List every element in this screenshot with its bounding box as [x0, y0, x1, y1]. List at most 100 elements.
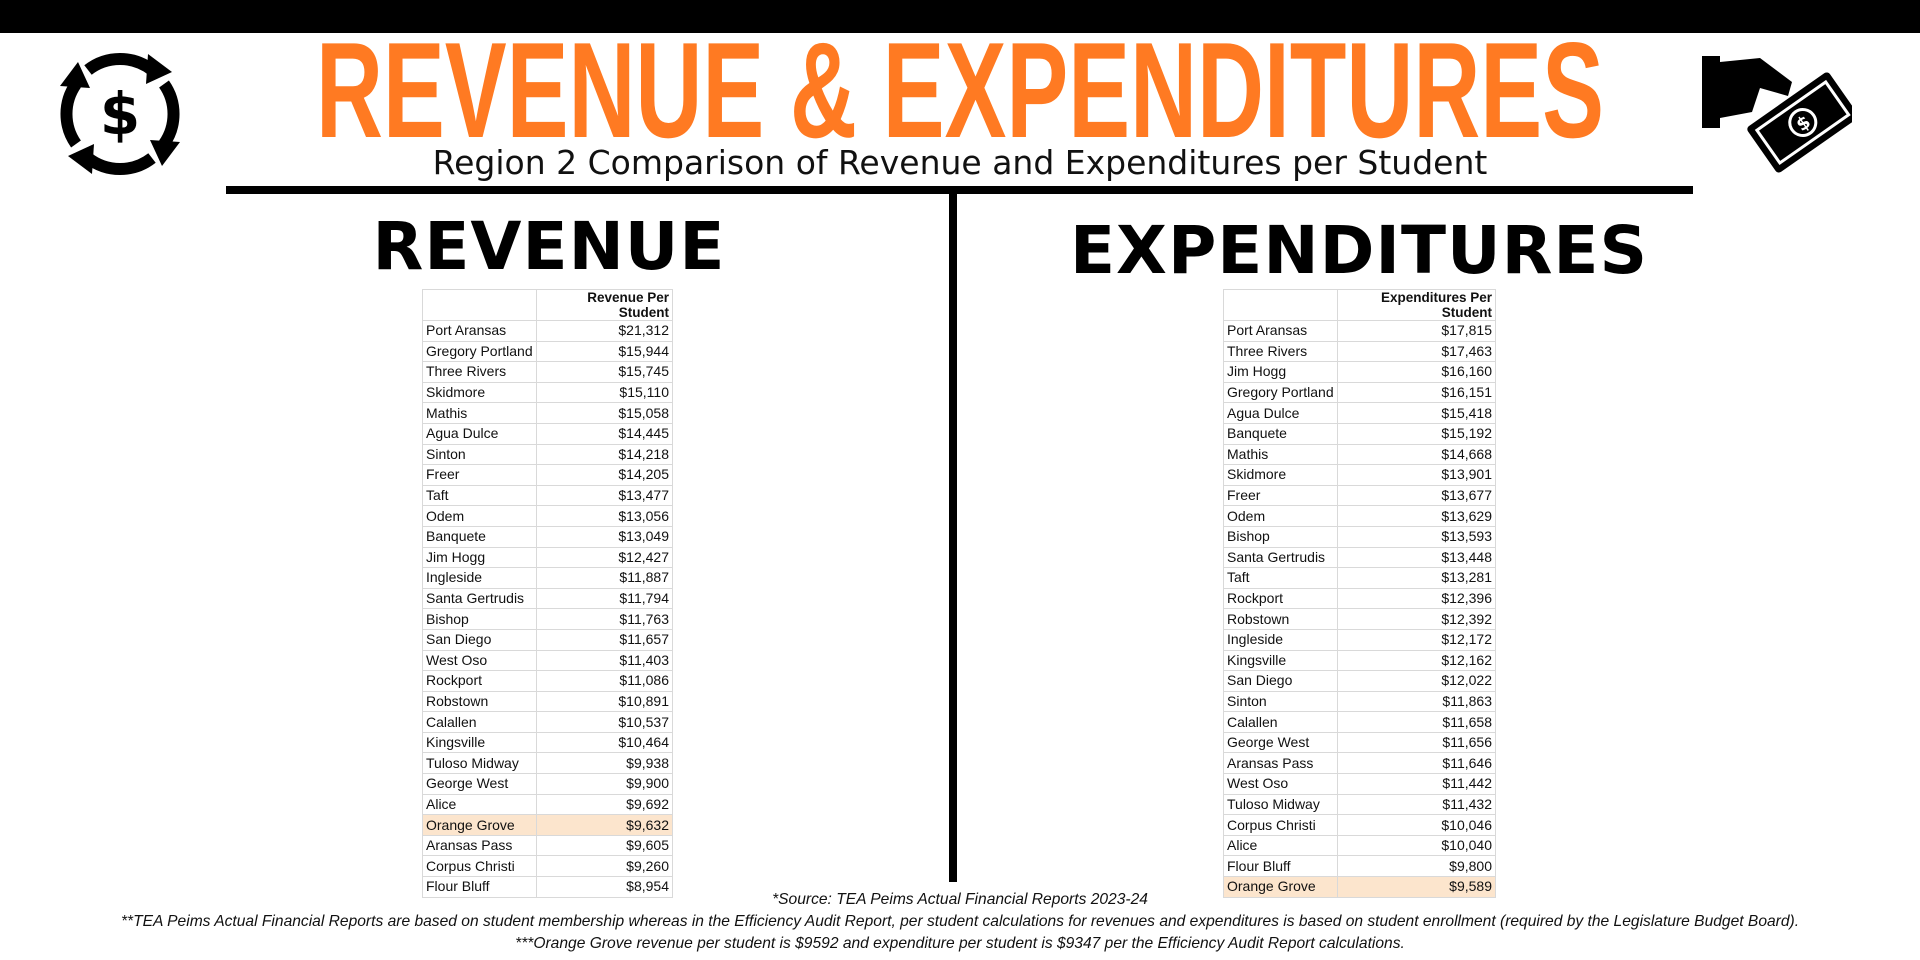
header-cell-empty	[1223, 289, 1338, 321]
table-row: Banquete $13,049	[422, 525, 673, 548]
footnote: **TEA Peims Actual Financial Reports are…	[120, 913, 1800, 930]
per-student-value: $10,046	[1337, 814, 1496, 836]
per-student-value: $17,463	[1337, 340, 1496, 363]
table-body: Expenditures Per Student Port Aransas $17,…	[1223, 289, 1496, 898]
table-row: Flour Bluff $9,800	[1223, 855, 1496, 878]
district-name: Ingleside	[1223, 628, 1338, 651]
per-student-value: $11,763	[536, 608, 673, 630]
district-name: George West	[422, 773, 537, 795]
table-row: Freer $13,677	[1223, 484, 1496, 507]
table-row: Kingsville $10,464	[422, 731, 673, 754]
per-student-value: $14,668	[1337, 443, 1496, 466]
district-name: Taft	[1223, 567, 1338, 589]
per-student-value: $11,086	[536, 670, 673, 692]
per-student-value: $9,900	[536, 773, 673, 795]
district-name: Odem	[1223, 505, 1338, 527]
table-row: San Diego $12,022	[1223, 670, 1496, 692]
district-name: Tuloso Midway	[422, 752, 537, 775]
per-student-value: $17,815	[1337, 320, 1496, 342]
district-name: Rockport	[1223, 587, 1338, 610]
table-row: Rockport $11,086	[422, 670, 673, 692]
table-row: West Oso $11,442	[1223, 773, 1496, 795]
per-student-value: $12,396	[1337, 587, 1496, 610]
district-name: Rockport	[422, 670, 537, 692]
district-name: George West	[1223, 731, 1338, 754]
district-name: Port Aransas	[1223, 320, 1338, 342]
per-student-value: $11,658	[1337, 711, 1496, 733]
district-name: Calallen	[422, 711, 537, 733]
district-name: Orange Grove	[1223, 876, 1338, 898]
district-name: Jim Hogg	[422, 546, 537, 569]
per-student-value: $13,677	[1337, 484, 1496, 507]
per-student-value: $12,022	[1337, 670, 1496, 692]
table-row: Calallen $10,537	[422, 711, 673, 733]
district-name: Corpus Christi	[1223, 814, 1338, 836]
per-student-value: $9,605	[536, 834, 673, 857]
per-student-value: $15,110	[536, 381, 673, 404]
table-row: Odem $13,056	[422, 505, 673, 527]
district-name: Port Aransas	[422, 320, 537, 342]
table-row: Orange Grove $9,589	[1223, 876, 1496, 898]
district-name: San Diego	[422, 628, 537, 651]
table-row: Odem $13,629	[1223, 505, 1496, 527]
district-name: Robstown	[1223, 608, 1338, 630]
district-name: Three Rivers	[1223, 340, 1338, 363]
district-name: Three Rivers	[422, 361, 537, 383]
district-name: Robstown	[422, 690, 537, 713]
table-row: Sinton $11,863	[1223, 690, 1496, 713]
revenue-table: Revenue Per Student Port Aransas $21,312 Gr…	[422, 289, 673, 898]
svg-text:$: $	[100, 80, 140, 148]
table-row: Bishop $11,763	[422, 608, 673, 630]
district-name: Tuloso Midway	[1223, 793, 1338, 816]
footnote: ***Orange Grove revenue per student is $…	[515, 935, 1405, 952]
payment-icon: $	[1702, 56, 1852, 173]
money-cycle-icon: $	[60, 52, 180, 176]
per-student-value: $11,887	[536, 567, 673, 589]
district-name: Bishop	[422, 608, 537, 630]
per-student-value: $11,863	[1337, 690, 1496, 713]
table-row: George West $9,900	[422, 773, 673, 795]
district-name: Alice	[1223, 834, 1338, 857]
per-student-value: $13,049	[536, 525, 673, 548]
per-student-value: $13,056	[536, 505, 673, 527]
divider-vertical	[949, 193, 957, 882]
title: REVENUE & EXPENDITURES	[316, 33, 1604, 148]
district-name: Freer	[422, 464, 537, 486]
table-row: Flour Bluff $8,954	[422, 876, 673, 898]
district-name: Bishop	[1223, 525, 1338, 548]
district-name: Calallen	[1223, 711, 1338, 733]
title-area: REVENUE & EXPENDITURES	[316, 33, 1604, 148]
table-row: Agua Dulce $15,418	[1223, 402, 1496, 424]
district-name: Freer	[1223, 484, 1338, 507]
district-name: San Diego	[1223, 670, 1338, 692]
table-row: Corpus Christi $9,260	[422, 855, 673, 878]
table-row: Santa Gertrudis $11,794	[422, 587, 673, 610]
district-name: Skidmore	[422, 381, 537, 404]
per-student-value: $9,938	[536, 752, 673, 775]
header-row: Expenditures Per Student	[1223, 289, 1496, 321]
district-name: Jim Hogg	[1223, 361, 1338, 383]
per-student-value: $15,745	[536, 361, 673, 383]
table-row: Banquete $15,192	[1223, 422, 1496, 445]
table-row: Ingleside $11,887	[422, 567, 673, 589]
divider-horizontal	[226, 186, 1693, 194]
header-cell: Revenue Per Student	[536, 289, 673, 321]
table-row: Gregory Portland $16,151	[1223, 381, 1496, 404]
table-row: Calallen $11,658	[1223, 711, 1496, 733]
table-row: Corpus Christi $10,046	[1223, 814, 1496, 836]
per-student-value: $12,172	[1337, 628, 1496, 651]
per-student-value: $13,901	[1337, 464, 1496, 486]
table-row: Three Rivers $17,463	[1223, 340, 1496, 363]
per-student-value: $8,954	[536, 876, 673, 898]
per-student-value: $16,151	[1337, 381, 1496, 404]
per-student-value: $9,692	[536, 793, 673, 816]
table-row: Ingleside $12,172	[1223, 628, 1496, 651]
district-name: West Oso	[422, 649, 537, 672]
table-row: Kingsville $12,162	[1223, 649, 1496, 672]
district-name: Agua Dulce	[422, 422, 537, 445]
per-student-value: $14,218	[536, 443, 673, 466]
district-name: Mathis	[422, 402, 537, 424]
district-name: Agua Dulce	[1223, 402, 1338, 424]
per-student-value: $11,656	[1337, 731, 1496, 754]
